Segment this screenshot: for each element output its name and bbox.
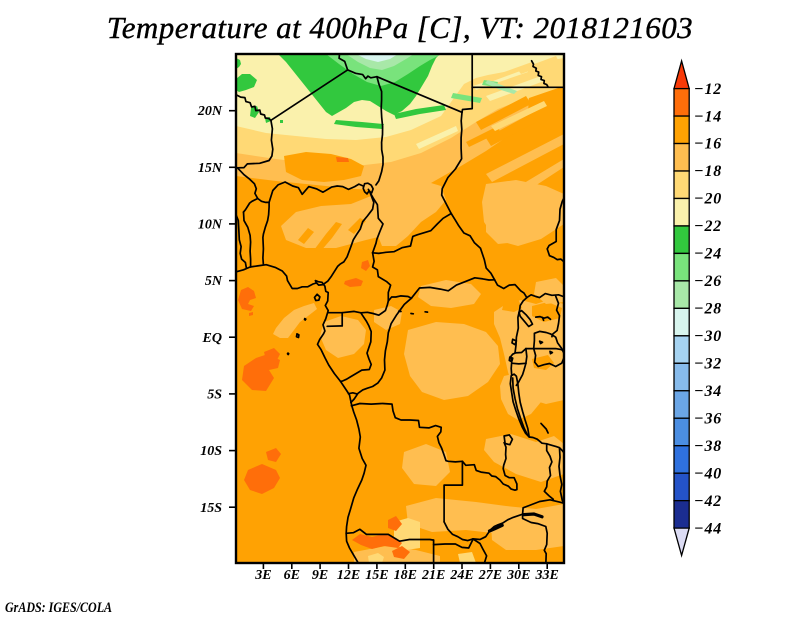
svg-text:−38: −38 [694,438,722,455]
svg-text:12E: 12E [337,568,360,583]
svg-text:−14: −14 [694,108,722,125]
svg-text:27E: 27E [478,568,502,583]
svg-text:−26: −26 [694,273,722,290]
svg-text:9E: 9E [312,568,328,583]
svg-text:15E: 15E [365,568,388,583]
svg-text:15N: 15N [198,161,223,176]
svg-text:−36: −36 [694,410,722,427]
svg-text:−42: −42 [694,493,722,510]
svg-text:−34: −34 [694,383,722,400]
svg-text:−44: −44 [694,520,722,537]
svg-text:−20: −20 [694,191,722,208]
svg-text:3E: 3E [254,568,271,583]
svg-text:18E: 18E [394,568,417,583]
svg-text:10N: 10N [198,218,223,233]
svg-text:10S: 10S [200,444,222,459]
svg-text:15S: 15S [200,501,222,516]
svg-text:−40: −40 [694,465,722,482]
svg-text:5S: 5S [207,388,222,403]
svg-text:24E: 24E [449,568,473,583]
svg-text:−22: −22 [694,218,722,235]
svg-text:5N: 5N [205,274,223,289]
svg-text:20N: 20N [197,104,223,119]
svg-text:EQ: EQ [202,331,222,346]
svg-text:−30: −30 [694,328,722,345]
svg-text:−32: −32 [694,356,722,373]
svg-text:21E: 21E [421,568,445,583]
svg-text:33E: 33E [535,568,559,583]
svg-text:−28: −28 [694,301,722,318]
svg-text:−16: −16 [694,136,722,153]
svg-text:30E: 30E [506,568,530,583]
svg-text:−18: −18 [694,163,722,180]
svg-text:−12: −12 [694,81,722,98]
svg-text:−24: −24 [694,246,722,263]
svg-text:6E: 6E [284,568,300,583]
